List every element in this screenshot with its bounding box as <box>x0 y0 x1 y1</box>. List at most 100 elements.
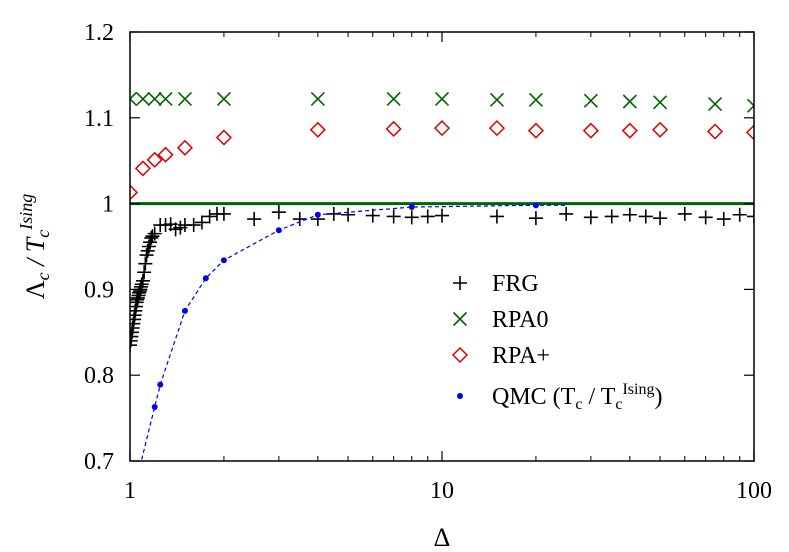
y-axis-title-sub: c <box>33 272 53 280</box>
data-point <box>137 265 152 280</box>
data-point <box>215 129 232 146</box>
data-point <box>130 91 138 106</box>
data-point <box>582 122 599 139</box>
legend: FRG RPA0 RPA+ QMC (Tc / TcIsing) <box>451 271 662 413</box>
legend-qmc-f: ) <box>654 384 662 410</box>
data-point <box>559 206 574 221</box>
data-point <box>157 381 164 388</box>
data-point <box>181 307 188 314</box>
y-axis-title-tsup: Ising <box>16 194 36 231</box>
data-point <box>177 91 193 106</box>
data-point <box>309 121 326 138</box>
data-point <box>158 91 173 106</box>
data-point <box>652 121 669 138</box>
data-point <box>622 207 637 222</box>
data-point <box>202 275 209 282</box>
legend-marker <box>452 311 468 327</box>
data-point <box>489 209 504 224</box>
y-tick-label: 0.9 <box>84 277 114 303</box>
data-point <box>386 209 401 224</box>
data-point <box>404 210 419 225</box>
series-1 <box>130 91 754 113</box>
y-tick-label: 1.1 <box>84 106 114 132</box>
y-axis-title: Λc / TcIsing <box>16 194 53 300</box>
data-point <box>292 212 307 227</box>
data-point <box>707 97 723 112</box>
data-point <box>386 91 401 106</box>
legend-label-qmc: QMC (Tc / TcIsing) <box>492 381 662 413</box>
legend-label-rpa-plus: RPA+ <box>492 343 550 369</box>
data-point <box>528 92 543 107</box>
series-3 <box>140 202 567 461</box>
legend-marker <box>451 346 469 364</box>
legend-qmc-d: c <box>615 396 622 413</box>
y-axis-title-main: Λ <box>21 280 50 299</box>
data-point <box>408 204 415 211</box>
data-point <box>747 209 754 224</box>
data-point <box>341 207 356 222</box>
data-point <box>528 211 543 226</box>
data-point <box>194 215 209 230</box>
legend-label-rpa0: RPA0 <box>492 307 548 333</box>
data-point <box>677 206 692 221</box>
data-point <box>488 120 506 137</box>
data-point <box>134 277 149 292</box>
data-point <box>716 212 731 227</box>
data-point <box>706 123 724 140</box>
y-tick-label: 0.7 <box>84 449 114 475</box>
data-point <box>314 211 321 218</box>
legend-qmc-a: QMC (T <box>492 384 576 410</box>
data-point <box>216 91 231 106</box>
data-point <box>435 208 449 223</box>
data-point <box>365 208 380 223</box>
ticks-layer: 0.7 0.8 0.9 1 1.1 1.2 1 10 100 <box>84 20 772 504</box>
data-point <box>157 146 174 163</box>
legend-marker <box>453 276 467 290</box>
data-point <box>247 212 262 227</box>
legend-label-frg: FRG <box>492 271 539 297</box>
data-point <box>621 122 638 139</box>
data-point <box>489 92 505 107</box>
data-point <box>130 184 139 201</box>
data-point <box>434 91 450 106</box>
data-point <box>604 209 619 224</box>
data-point <box>420 209 435 224</box>
qmc-fit-curve <box>140 204 567 461</box>
data-point <box>186 218 201 233</box>
legend-qmc-b: c <box>575 396 582 413</box>
data-point <box>216 206 231 221</box>
data-point <box>135 273 150 288</box>
data-point <box>746 98 754 113</box>
data-point <box>271 205 286 220</box>
legend-marker <box>457 393 463 399</box>
data-point <box>202 209 217 224</box>
series-2 <box>130 120 754 201</box>
y-axis-title-sep: / <box>21 252 50 272</box>
data-point <box>527 122 544 139</box>
data-point <box>176 139 194 156</box>
data-point <box>532 202 539 209</box>
x-tick-label: 100 <box>736 478 772 504</box>
data-point <box>653 211 668 226</box>
x-tick-label: 10 <box>430 478 454 504</box>
data-point <box>151 403 158 410</box>
data-point <box>732 207 747 222</box>
data-point <box>385 120 402 138</box>
data-point <box>698 210 713 225</box>
x-axis-title: Δ <box>434 523 451 552</box>
series-0 <box>130 205 754 353</box>
data-point <box>745 124 754 141</box>
series-layer <box>130 91 754 461</box>
data-point <box>147 91 162 106</box>
data-point <box>138 256 153 271</box>
legend-qmc-c: / T <box>582 384 615 410</box>
data-point <box>583 210 598 225</box>
y-tick-label: 1.2 <box>84 20 114 46</box>
y-axis-title-t: T <box>21 236 50 252</box>
y-tick-label: 0.8 <box>84 363 114 389</box>
data-point <box>135 91 150 106</box>
data-point <box>275 227 282 234</box>
data-point <box>134 160 151 177</box>
